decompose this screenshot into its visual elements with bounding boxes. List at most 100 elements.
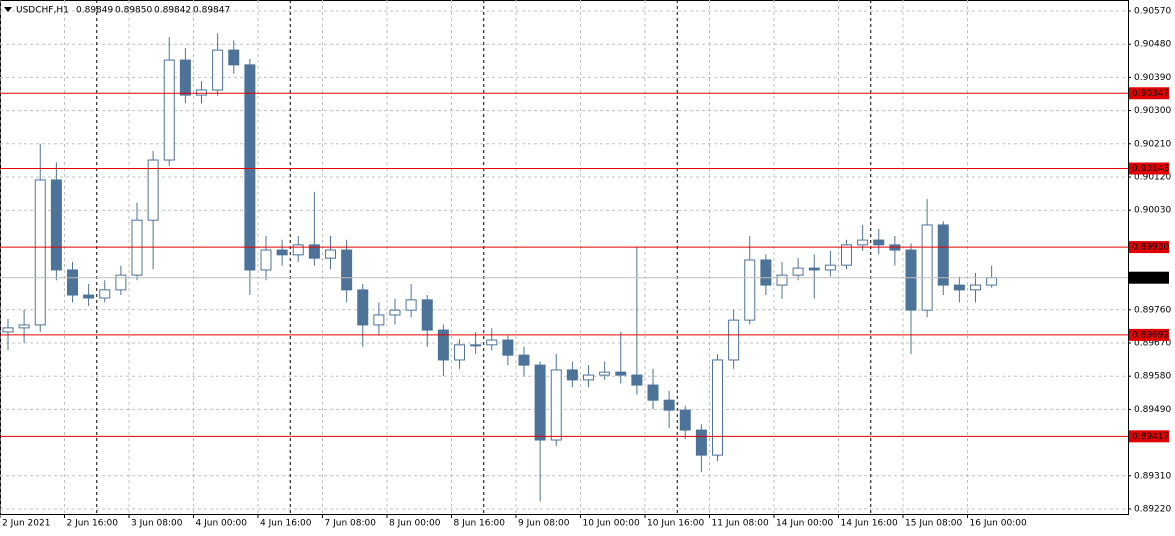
candle-body [179,59,191,96]
level-tag [1129,87,1169,100]
x-tick-label: 16 Jun 00:00 [970,519,1027,529]
candle-body [2,327,14,333]
candle-body [18,324,30,329]
level-tag [1129,241,1169,254]
candle-body [308,244,320,259]
symbol: USDCHF,H1 [16,6,69,16]
candle-body [953,284,965,291]
candle-body [34,179,46,326]
candle-body [873,239,885,246]
candle-body [502,339,514,356]
candle-body [679,409,691,431]
x-tick-label: 9 Jun 08:00 [518,519,570,529]
candle-body [437,329,449,361]
x-tick-label: 3 Jun 08:00 [131,519,183,529]
candle-body [470,344,482,347]
candle-body [50,179,62,271]
y-tick-label: 0.90570 [1134,7,1171,17]
level-tag [1129,162,1169,175]
x-tick-label: 14 Jun 16:00 [841,519,898,529]
x-tick-label: 15 Jun 08:00 [905,519,962,529]
x-tick-label: 10 Jun 16:00 [647,519,704,529]
candle-body [986,277,998,286]
ohlc-high: 0.89850 [115,6,152,16]
x-tick-label: 4 Jun 00:00 [196,519,248,529]
x-tick-label: 11 Jun 08:00 [712,519,769,529]
candle-body [518,354,530,366]
candle-body [550,369,562,441]
candle-body [196,89,207,96]
candle-body [99,289,111,299]
candle-body [583,374,594,381]
candle-body [292,244,304,256]
y-tick-label: 0.89490 [1134,405,1171,415]
candle-body [647,384,659,401]
y-tick-label: 0.90120 [1134,173,1171,183]
candle-body [486,339,498,346]
candle-body [695,429,707,456]
x-tick-label: 10 Jun 00:00 [583,519,640,529]
x-tick-label: 2 Jun 2021 [2,519,50,529]
candle-body [615,371,627,376]
candle-body [373,314,385,326]
candle-body [824,264,836,271]
candle-body [115,274,127,291]
candle-body [663,399,675,411]
x-tick-label: 7 Jun 08:00 [325,519,377,529]
y-tick-label: 0.90480 [1134,40,1171,50]
level-tag [1129,328,1169,341]
ohlc-close: 0.89847 [193,6,230,16]
candle-body [276,249,288,256]
candle-body [808,267,820,271]
y-tick-label: 0.89760 [1134,305,1171,315]
y-tick-label: 0.89220 [1134,505,1171,515]
candle-body [421,299,433,331]
x-tick-label: 2 Jun 16:00 [67,519,119,529]
candle-body [131,219,143,276]
candle-body [163,59,175,161]
y-tick-label: 0.90390 [1134,73,1171,83]
level-tag [1129,430,1169,443]
x-tick-label: 8 Jun 00:00 [389,519,441,529]
candle-body [212,49,224,91]
candle-body [454,344,465,361]
candle-body [631,374,643,386]
candle-body [970,284,981,291]
candle-body [534,364,546,441]
ohlc-low: 0.89842 [154,6,191,16]
level-label: 0.89417 [1132,432,1169,442]
candle-body [389,309,401,316]
x-tick-label: 4 Jun 16:00 [260,519,312,529]
candle-body [83,294,95,299]
candle-body [244,64,256,271]
candle-body [599,371,611,376]
candle-body [728,319,740,361]
candle-body [341,249,353,291]
y-tick-label: 0.89670 [1134,339,1171,349]
candle-body [357,289,369,326]
level-label: 0.89930 [1132,243,1169,253]
menu-arrow[interactable] [4,7,12,12]
current-price-label: 0.89847 [1132,273,1169,283]
candle-body [228,49,240,66]
x-tick-label: 14 Jun 00:00 [776,519,833,529]
candle-body [712,359,723,456]
candle-body [405,299,417,311]
y-tick-label: 0.90210 [1134,139,1171,149]
current-price-tag [1129,271,1169,284]
x-tick-label: 8 Jun 16:00 [454,519,506,529]
candle-body [792,267,804,276]
candle-body [937,224,949,286]
candle-body [760,259,772,286]
y-tick-label: 0.89310 [1134,471,1171,481]
candle-body [857,239,869,246]
candle-body [921,224,933,311]
level-label: 0.90143 [1132,164,1169,174]
candle-body [147,159,159,221]
candle-body [260,249,272,271]
candle-body [744,259,756,321]
y-tick-label: 0.90300 [1134,106,1171,116]
candle-body [841,244,852,266]
y-tick-label: 0.89580 [1134,372,1171,382]
